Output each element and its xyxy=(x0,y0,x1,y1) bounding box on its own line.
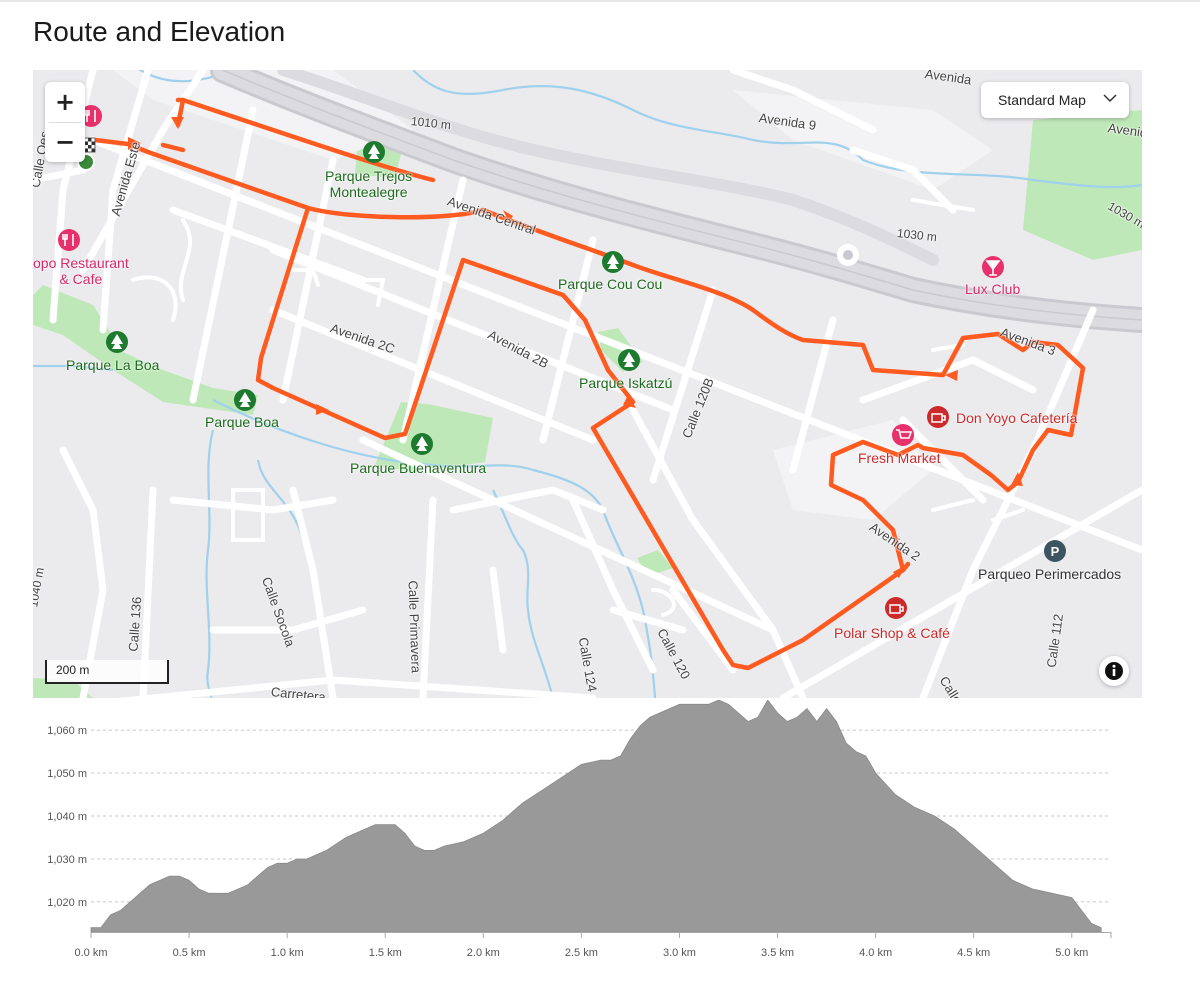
scale-label: 200 m xyxy=(56,663,90,677)
x-tick-label: 2.0 km xyxy=(467,947,500,959)
street-calle-primavera: Calle Primavera xyxy=(405,580,424,674)
label-parque-cou-cou[interactable]: Parque Cou Cou xyxy=(558,276,663,292)
zoom-out-button[interactable]: − xyxy=(45,122,85,162)
scale-bar: 200 m xyxy=(45,660,169,684)
top-divider xyxy=(0,0,1200,2)
zoom-separator xyxy=(49,122,81,123)
label-parque-trejos[interactable]: Parque Trejos Montealegre xyxy=(325,168,413,200)
label-parque-buenaventura[interactable]: Parque Buenaventura xyxy=(350,460,487,476)
elevation-chart[interactable]: 1,060 m 1,050 m 1,040 m 1,030 m 1,020 m 0.0 … xyxy=(33,700,1133,970)
page-title: Route and Elevation xyxy=(33,16,286,47)
map-type-select[interactable]: Standard Map xyxy=(981,82,1129,118)
elevation-x-axis xyxy=(90,932,1112,938)
label-restaurant-cafe[interactable]: opo Restaurant & Cafe xyxy=(33,255,129,287)
zoom-controls: + − xyxy=(45,82,85,162)
x-tick-label: 5.0 km xyxy=(1055,947,1088,959)
label-fresh-market[interactable]: Fresh Market xyxy=(858,450,941,466)
chevron-down-icon xyxy=(1103,94,1117,103)
elevation-y-labels: 1,060 m 1,050 m 1,040 m 1,030 m 1,020 m xyxy=(47,725,87,909)
route-map[interactable]: P Parque Trejos Montealegre Parque Cou C… xyxy=(33,70,1142,698)
x-tick-label: 1.5 km xyxy=(369,947,402,959)
elevation-area xyxy=(90,700,1102,933)
x-tick-label: 0.5 km xyxy=(173,947,206,959)
zoom-in-button[interactable]: + xyxy=(45,82,85,122)
x-tick-label: 1.0 km xyxy=(271,947,304,959)
svg-text:P: P xyxy=(1051,544,1060,559)
label-lux-club[interactable]: Lux Club xyxy=(965,281,1021,297)
info-icon xyxy=(1105,662,1123,680)
label-parque-boa[interactable]: Parque Boa xyxy=(205,414,279,430)
info-button[interactable] xyxy=(1099,656,1129,686)
elevation-x-labels: 0.0 km 0.5 km 1.0 km 1.5 km 2.0 km 2.5 km 3.0 … xyxy=(74,947,1088,959)
y-tick-label: 1,020 m xyxy=(47,897,87,909)
y-tick-label: 1,040 m xyxy=(47,811,87,823)
x-tick-label: 4.0 km xyxy=(859,947,892,959)
label-parqueo-perimercados[interactable]: Parqueo Perimercados xyxy=(978,566,1122,582)
label-polar-shop-cafe[interactable]: Polar Shop & Café xyxy=(834,625,950,641)
x-tick-label: 3.0 km xyxy=(663,947,696,959)
y-tick-label: 1,050 m xyxy=(47,768,87,780)
label-parque-iskatzu[interactable]: Parque Iskatzú xyxy=(579,375,673,391)
label-don-yoyo-cafeteria[interactable]: Don Yoyo Cafetería xyxy=(956,410,1078,426)
label-parque-la-boa[interactable]: Parque La Boa xyxy=(66,357,160,373)
y-tick-label: 1,060 m xyxy=(47,725,87,737)
y-tick-label: 1,030 m xyxy=(47,854,87,866)
map-type-value: Standard Map xyxy=(998,92,1086,108)
x-tick-label: 3.5 km xyxy=(761,947,794,959)
map-canvas[interactable]: P xyxy=(33,70,1142,698)
x-tick-label: 0.0 km xyxy=(74,947,107,959)
x-tick-label: 2.5 km xyxy=(565,947,598,959)
x-tick-label: 4.5 km xyxy=(957,947,990,959)
elevation-profile[interactable] xyxy=(90,700,1102,933)
